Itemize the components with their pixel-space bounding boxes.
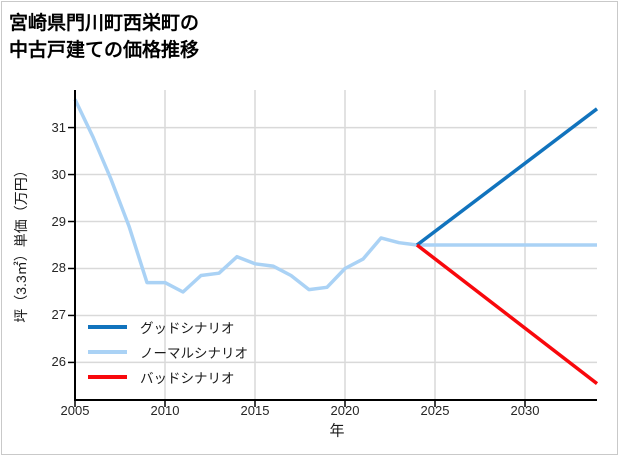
legend: グッドシナリオ ノーマルシナリオ バッドシナリオ	[88, 314, 248, 389]
y-axis-label: 坪（3.3㎡）単価（万円）	[13, 163, 29, 323]
chart-title-line1: 宮崎県門川町西栄町の	[9, 13, 200, 34]
x-tick-label: 2015	[240, 403, 270, 418]
y-tick-label: 28	[51, 260, 66, 276]
x-tick-label: 2025	[420, 403, 450, 418]
legend-label: グッドシナリオ	[140, 320, 235, 336]
x-tick-label: 2020	[330, 403, 360, 418]
x-tick-label: 2010	[150, 403, 180, 418]
legend-label: ノーマルシナリオ	[140, 345, 248, 361]
series-line-bad-scenario	[415, 243, 599, 385]
y-tick-label: 30	[51, 166, 66, 182]
x-tick-label: 2005	[60, 403, 90, 418]
series-line-normal-scenario	[73, 98, 597, 294]
y-tick-label: 29	[51, 213, 66, 229]
chart-title: 宮崎県門川町西栄町の 中古戸建ての価格推移	[9, 10, 199, 64]
legend-item-good-scenario: グッドシナリオ	[88, 314, 248, 339]
legend-item-bad-scenario: バッドシナリオ	[88, 364, 248, 389]
y-tick-label: 27	[51, 307, 66, 323]
x-axis-label: 年	[329, 422, 345, 440]
bad-scenario-line-swatch	[88, 374, 127, 379]
y-tick-label: 31	[51, 119, 66, 135]
chart-title-line2: 中古戸建ての価格推移	[9, 40, 200, 61]
normal-scenario-line-swatch	[88, 349, 127, 354]
x-tick-label: 2030	[510, 403, 540, 418]
series-line-good-scenario	[415, 107, 599, 247]
legend-label: バッドシナリオ	[140, 370, 235, 386]
legend-item-normal-scenario: ノーマルシナリオ	[88, 339, 248, 364]
good-scenario-line-swatch	[88, 324, 127, 329]
y-tick-label: 26	[51, 354, 66, 370]
